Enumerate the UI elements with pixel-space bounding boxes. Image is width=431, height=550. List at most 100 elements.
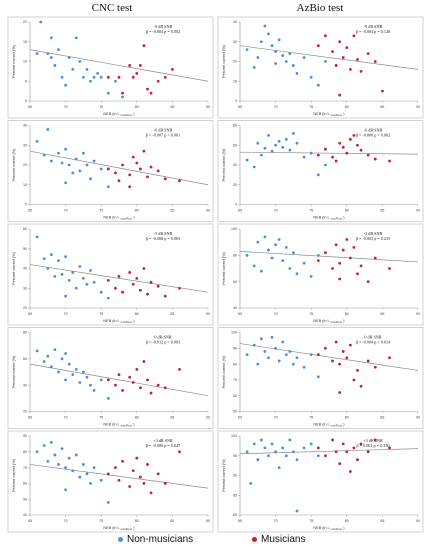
musician-point <box>316 353 320 357</box>
musician-point <box>156 472 160 476</box>
musician-point <box>352 34 356 38</box>
non-musician-point <box>292 251 295 255</box>
non-musician-point <box>288 148 292 152</box>
musician-point <box>149 165 153 169</box>
regression-line <box>29 150 209 186</box>
non-musician-point <box>324 60 327 63</box>
musician-point <box>149 391 153 395</box>
stat-annotation: -6 dB SNR <box>364 128 383 133</box>
regression-line <box>239 251 419 263</box>
non-musician-point <box>309 275 313 278</box>
non-musician-point <box>295 71 299 75</box>
non-musician-point <box>270 256 274 260</box>
non-musician-point <box>71 68 75 71</box>
musician-point <box>163 177 167 181</box>
musician-point <box>149 91 153 95</box>
non-musician-point <box>252 264 256 268</box>
y-tick-label: 10 <box>23 183 27 187</box>
musician-point <box>142 360 146 363</box>
non-musician-point <box>35 349 39 353</box>
musician-point <box>178 179 181 183</box>
x-tick-label: 80 <box>135 105 139 109</box>
musician-point <box>106 472 110 476</box>
non-musician-point <box>284 60 288 63</box>
non-musician-point <box>74 36 78 40</box>
non-musician-point <box>316 253 320 257</box>
musician-point <box>149 491 153 495</box>
non-musician-point <box>99 75 103 79</box>
chart-panel-azbio-0: 65 70 75 80 85 90 50 60 70 80 90 100 NEB (in L maxFl… <box>217 327 424 429</box>
non-musician-point <box>281 340 285 344</box>
y-tick-label: 30 <box>23 143 27 147</box>
x-tick-label: 80 <box>135 312 139 316</box>
musician-point <box>348 68 352 71</box>
regression-line <box>239 151 419 155</box>
musician-point <box>341 56 345 59</box>
non-musician-point <box>245 253 249 257</box>
musician-point <box>117 179 121 183</box>
non-musician-point <box>270 149 274 153</box>
non-musician-point <box>256 362 260 366</box>
non-musician-point <box>35 235 39 239</box>
non-musician-point <box>71 271 75 274</box>
musician-point <box>331 50 334 54</box>
non-musician-point <box>35 139 39 143</box>
non-musician-point <box>64 488 67 492</box>
musician-point <box>178 286 181 290</box>
non-musician-point <box>267 248 270 252</box>
chart-panel-azbio-m9: 65 70 75 80 85 90 0 10 20 30 40 NEB (in L maxFloor … <box>217 16 424 119</box>
musician-point <box>334 64 338 67</box>
musician-point <box>131 75 135 79</box>
non-musician-point <box>274 62 277 65</box>
non-musician-point <box>270 44 274 48</box>
y-tick-label: 20 <box>23 306 27 310</box>
non-musician-point <box>46 128 50 131</box>
non-musician-point <box>67 56 71 59</box>
y-tick-label: 40 <box>233 20 237 24</box>
y-tick-label: 10 <box>23 60 27 64</box>
non-musician-point <box>67 362 71 366</box>
musician-point <box>117 275 121 278</box>
regression-line <box>239 45 419 70</box>
non-musician-point <box>256 56 260 59</box>
non-musician-point <box>274 243 277 247</box>
musician-point <box>338 462 342 466</box>
x-tick-label: 85 <box>380 209 384 213</box>
musician-point <box>331 267 334 270</box>
y-tick-label: 90 <box>23 434 27 438</box>
musician-point <box>334 340 338 344</box>
x-tick-label: 70 <box>64 416 68 420</box>
musician-point <box>348 470 352 473</box>
musician-point <box>128 375 132 379</box>
non-musician-point <box>49 253 53 257</box>
non-musician-point <box>71 469 75 473</box>
non-musician-point <box>67 456 71 460</box>
non-musician-point <box>82 370 85 374</box>
non-musician-point <box>82 463 85 466</box>
non-musician-point <box>277 238 281 241</box>
non-musician-point <box>74 453 78 457</box>
non-musician-point <box>42 257 46 261</box>
non-musician-point <box>302 56 306 59</box>
musician-point <box>138 386 142 390</box>
musician-point <box>345 450 349 454</box>
non-musician-point <box>49 365 53 369</box>
stat-annotation: -3 dB SNR <box>154 231 173 236</box>
x-tick-label: 75 <box>309 416 313 420</box>
musician-point <box>373 60 377 63</box>
non-musician-point <box>82 75 85 79</box>
y-tick-label: 40 <box>23 124 27 128</box>
musician-point <box>128 64 132 67</box>
musician-point <box>345 151 349 155</box>
non-musician-point <box>256 458 260 462</box>
x-tick-label: 75 <box>309 209 313 213</box>
musician-point <box>135 367 139 371</box>
y-tick-label: 20 <box>23 20 27 24</box>
y-tick-label: 80 <box>233 254 237 258</box>
x-tick-label: 70 <box>274 312 278 316</box>
musician-point <box>324 147 327 151</box>
musician-point <box>366 52 370 55</box>
x-tick-label: 90 <box>206 416 210 420</box>
musician-point <box>178 367 181 371</box>
x-tick-label: 65 <box>238 105 242 109</box>
